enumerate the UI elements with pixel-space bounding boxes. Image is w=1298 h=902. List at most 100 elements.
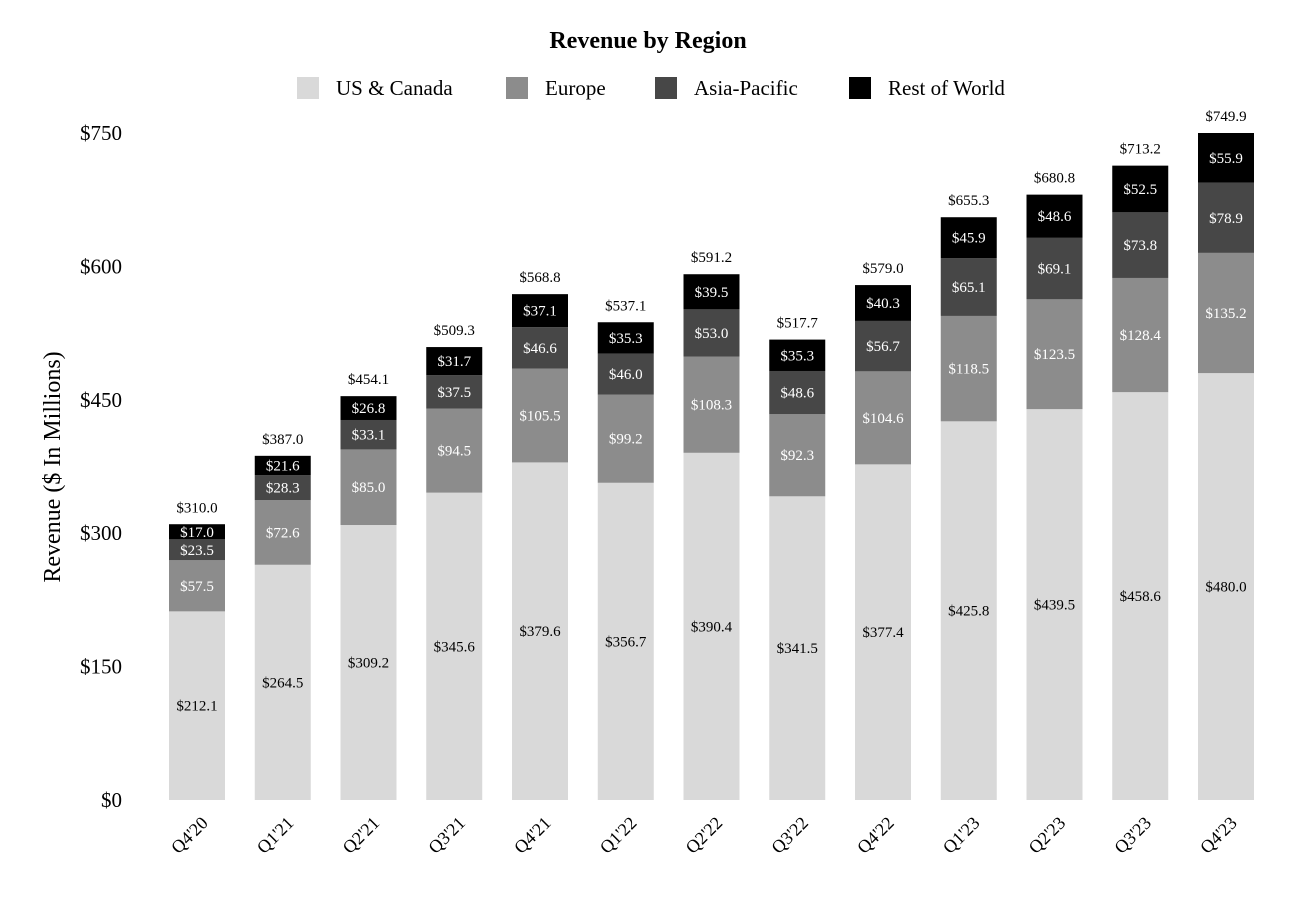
bar-stack-q1-23: $425.8 $118.5 $65.1 $45.9 $655.3 [940,193,997,800]
data-label-asia-pacific: $33.1 [352,428,386,444]
data-label-asia-pacific: $46.0 [609,367,643,383]
data-label-us-canada: $439.5 [1034,598,1075,614]
bar-segment-europe [1026,299,1083,410]
bar-segment-rest-of-world [597,322,654,354]
y-tick-label: $600 [80,254,122,278]
bar-stack-q4-21: $379.6 $105.5 $46.6 $37.1 $568.8 [512,270,568,800]
y-axis-ticks: $0 $150 $300 $450 $600 $750 [80,121,122,812]
data-label-us-canada: $309.2 [348,656,389,672]
bar-stack-q3-22: $341.5 $92.3 $48.6 $35.3 $517.7 [769,316,826,800]
data-label-rest-of-world: $35.3 [780,348,814,364]
bar-segment-europe [769,414,826,497]
bar-segment-asia-pacific [340,419,397,450]
data-label-europe: $72.6 [266,525,300,541]
data-label-us-canada: $212.1 [176,699,217,715]
bar-stack-q3-21: $345.6 $94.5 $37.5 $31.7 $509.3 [426,323,483,800]
bar-segment-asia-pacific [683,309,740,357]
bar-segment-europe [1198,252,1254,374]
legend: US & Canada Europe Asia-Pacific Rest of Wor… [297,76,1005,100]
bar-segment-asia-pacific [512,327,568,369]
bar-segment-asia-pacific [1112,212,1169,278]
data-label-asia-pacific: $37.5 [437,385,471,401]
data-label-asia-pacific: $48.6 [780,386,814,402]
total-label: $591.2 [691,250,732,266]
x-tick-label: Q2'23 [1025,813,1070,858]
bar-segment-rest-of-world [1198,133,1254,183]
data-label-us-canada: $341.5 [777,641,818,657]
bar-segment-europe [597,394,654,483]
total-label: $310.0 [176,500,217,516]
data-label-asia-pacific: $46.6 [523,341,557,357]
x-tick-label: Q2'21 [339,813,384,858]
data-label-asia-pacific: $78.9 [1209,211,1243,227]
data-label-us-canada: $425.8 [948,604,989,620]
bar-segment-rest-of-world [683,274,740,310]
x-tick-label: Q4'22 [853,813,898,858]
y-tick-label: $300 [80,521,122,545]
data-label-us-canada: $264.5 [262,675,303,691]
bar-segment-rest-of-world [769,339,826,371]
legend-item-asia-pacific: Asia-Pacific [655,76,798,100]
data-label-rest-of-world: $31.7 [437,354,471,370]
data-label-rest-of-world: $21.6 [266,458,300,474]
bar-stack-q1-22: $356.7 $99.2 $46.0 $35.3 $537.1 [597,298,654,800]
x-tick-label: Q3'23 [1110,813,1155,858]
x-tick-label: Q1'22 [596,813,641,858]
data-label-asia-pacific: $23.5 [180,543,214,559]
bar-segment-us-canada [1026,409,1083,800]
bar-segment-us-canada [855,464,911,800]
bar-segment-europe [940,315,997,422]
total-label: $579.0 [862,261,903,277]
data-label-rest-of-world: $37.1 [523,304,557,320]
bar-stack-q3-23: $458.6 $128.4 $73.8 $52.5 $713.2 [1112,142,1169,800]
data-label-europe: $57.5 [180,579,214,595]
y-axis-label: Revenue ($ In Millions) [40,351,66,582]
bars-group: $212.1 $57.5 $23.5 $17.0 $310.0 $264.5 $72.6 $2… [169,109,1254,800]
total-label: $517.7 [777,316,819,332]
bar-segment-us-canada [940,421,997,800]
bar-segment-rest-of-world [169,524,225,540]
total-label: $568.8 [519,270,560,286]
x-tick-label: Q1'23 [939,813,984,858]
bar-segment-europe [855,371,911,465]
bar-stack-q2-22: $390.4 $108.3 $53.0 $39.5 $591.2 [683,250,740,800]
bar-segment-us-canada [512,462,568,800]
data-label-asia-pacific: $69.1 [1038,262,1072,278]
data-label-us-canada: $458.6 [1120,589,1162,605]
data-label-europe: $94.5 [437,444,471,460]
bar-segment-rest-of-world [1026,194,1083,238]
legend-label-rest-of-world: Rest of World [888,76,1005,100]
bar-segment-rest-of-world [254,455,311,476]
x-tick-label: Q4'21 [510,813,555,858]
data-label-us-canada: $480.0 [1205,580,1246,596]
bar-segment-us-canada [426,492,483,800]
bar-segment-asia-pacific [426,375,483,409]
data-label-rest-of-world: $55.9 [1209,151,1243,167]
legend-swatch-us-canada [297,77,319,99]
bar-segment-us-canada [597,482,654,800]
bar-stack-q1-21: $264.5 $72.6 $28.3 $21.6 $387.0 [254,432,311,800]
x-tick-label: Q2'22 [682,813,727,858]
x-tick-label: Q4'23 [1196,813,1241,858]
legend-label-us-canada: US & Canada [336,76,453,100]
data-label-rest-of-world: $52.5 [1123,182,1157,198]
bar-segment-europe [512,368,568,463]
data-label-us-canada: $345.6 [434,639,476,655]
data-label-rest-of-world: $26.8 [352,401,386,417]
data-label-rest-of-world: $17.0 [180,525,214,541]
data-label-europe: $105.5 [519,408,560,424]
bar-segment-europe [683,356,740,453]
x-axis-ticks: Q4'20 Q1'21 Q2'21 Q3'21 Q4'21 Q1'22 Q2'22 Q3'22… [167,813,1241,858]
bar-stack-q4-23: $480.0 $135.2 $78.9 $55.9 $749.9 [1198,109,1254,800]
data-label-us-canada: $377.4 [862,625,904,641]
bar-segment-us-canada [169,611,225,800]
legend-label-asia-pacific: Asia-Pacific [694,76,798,100]
y-tick-label: $0 [101,788,122,812]
data-label-europe: $108.3 [691,398,732,414]
total-label: $454.1 [348,372,389,388]
data-label-europe: $104.6 [862,411,904,427]
legend-item-us-canada: US & Canada [297,76,453,100]
bar-segment-rest-of-world [426,347,483,376]
